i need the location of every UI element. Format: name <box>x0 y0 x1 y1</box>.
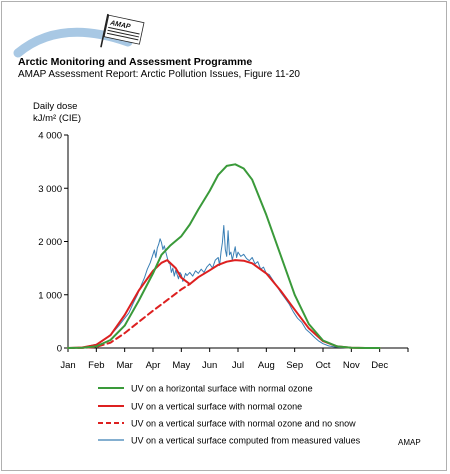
series-line-2 <box>67 259 381 349</box>
x-tick-label: Dec <box>371 360 388 371</box>
x-tick-label: Jul <box>232 360 244 371</box>
x-tick-label: May <box>172 360 190 371</box>
y-tick-label: 2 000 <box>38 237 62 248</box>
series-line-3 <box>67 283 191 349</box>
legend-label-3: UV on a vertical surface with normal ozo… <box>131 419 356 429</box>
footer-amap-mark: AMAP <box>398 438 421 447</box>
plot-area: 0 1 000 2 000 3 000 4 000 Jan Feb Mar Apr May Jun J… <box>38 131 409 371</box>
x-tick-label: Jan <box>60 360 75 371</box>
x-tick-label: Aug <box>258 360 275 371</box>
legend-label-4: UV on a vertical surface computed from m… <box>131 436 361 446</box>
logo-text: AMAP <box>108 20 131 31</box>
y-tick-label: 0 <box>57 344 62 355</box>
y-tick-label: 1 000 <box>38 290 62 301</box>
legend-label-1: UV on a horizontal surface with normal o… <box>131 384 313 394</box>
legend-label-2: UV on a vertical surface with normal ozo… <box>131 402 302 412</box>
amap-logo: AMAP <box>13 13 145 58</box>
y-tick-label: 3 000 <box>38 184 62 195</box>
x-tick-label: Jun <box>202 360 217 371</box>
x-tick-label: Sep <box>286 360 303 371</box>
y-axis-label: Daily dose <box>33 101 78 112</box>
header-title: Arctic Monitoring and Assessment Program… <box>18 56 253 68</box>
x-tick-label: Feb <box>88 360 104 371</box>
x-tick-label: Nov <box>343 360 360 371</box>
logo-flag-icon: AMAP <box>100 13 145 48</box>
x-tick-label: Apr <box>146 360 161 371</box>
x-tick-label: Mar <box>116 360 132 371</box>
y-tick-label: 4 000 <box>38 131 62 142</box>
chart-legend: UV on a horizontal surface with normal o… <box>98 384 361 446</box>
header-subtitle: AMAP Assessment Report: Arctic Pollution… <box>18 69 300 80</box>
x-tick-label: Oct <box>316 360 331 371</box>
y-axis-unit-label: kJ/m² (CIE) <box>33 113 82 124</box>
series-line-1 <box>67 163 381 349</box>
